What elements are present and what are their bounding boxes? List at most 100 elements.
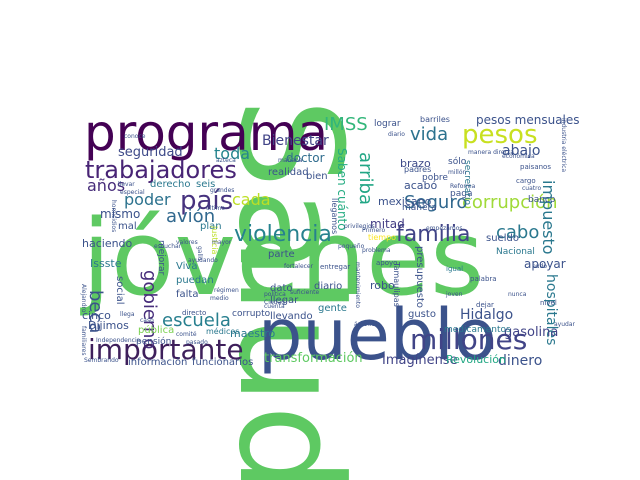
word-familiares: familiares — [80, 326, 87, 356]
word-poder: poder — [124, 190, 171, 209]
word-pesos-mensuales: pesos mensuales — [476, 113, 580, 127]
word-paga: paga — [450, 189, 473, 199]
word-secretario: secretario — [462, 160, 472, 205]
word-empezamos: empezamos — [426, 225, 463, 232]
word-dato: dato — [270, 283, 293, 294]
word-solo: sólo — [448, 157, 467, 167]
word-sueldo: sueldo — [486, 233, 519, 244]
word-valores: valores — [176, 239, 198, 246]
word-imss: IMSS — [324, 114, 368, 135]
word-directo: directo — [182, 309, 207, 317]
word-escuela: escuela — [162, 310, 231, 331]
word-especial: especial — [120, 189, 145, 196]
word-jovenes: jóvenes — [82, 197, 485, 319]
word-medio: medio — [210, 295, 229, 302]
word-millon: millón — [448, 169, 467, 176]
word-abajo: abajo — [502, 143, 541, 159]
word-saben-cuanto: Saben cuánto — [335, 148, 349, 231]
word-gente: gente — [318, 303, 347, 314]
word-viva: Viva — [176, 261, 198, 272]
word-mismo: mismo — [100, 207, 141, 221]
word-industria-electrica: industria eléctrica — [560, 118, 567, 173]
word-nacional: Nacional — [496, 247, 535, 257]
word-corrupcion: corrupción — [462, 192, 558, 213]
word-ultimo: último — [206, 205, 226, 212]
word-pais: país — [180, 186, 234, 216]
word-sembrando: Sembrando — [84, 357, 119, 364]
word-alejandro: Alejandro — [80, 284, 87, 313]
word-salud: Salud — [207, 98, 372, 480]
word-beca: beca — [85, 290, 106, 334]
word-ayudando: ayudando — [188, 257, 218, 264]
word-seis: seis — [196, 179, 216, 190]
word-seguridad: seguridad — [118, 145, 183, 160]
word-cuenta: cuenta — [264, 303, 285, 310]
word-privilegios: privilegios — [344, 223, 375, 230]
word-ayudar: ayudar — [554, 321, 575, 328]
word-bienestar: Bienestar — [262, 133, 329, 149]
word-suficiente: suficiente — [290, 289, 320, 296]
word-economica: económica — [502, 153, 535, 160]
word-brazo: brazo — [400, 157, 431, 170]
word-arriba: arriba — [355, 152, 376, 205]
word-llegamos: llegamos — [330, 198, 339, 235]
word-tiempo: tiempo — [368, 233, 397, 242]
word-cabo: cabo — [496, 222, 540, 243]
word-cinco: cinco — [82, 309, 111, 322]
word-apoyar: apoyar — [524, 257, 566, 271]
word-doctor: doctor — [286, 151, 325, 165]
word-dinero: dinero — [498, 353, 543, 369]
word-puedan: puedan — [176, 275, 214, 286]
word-comite: comité — [176, 331, 197, 338]
word-corrupto: corrupto — [232, 309, 271, 319]
word-igual: igual — [446, 265, 464, 273]
word-realidad: realidad — [268, 167, 309, 178]
word-importante: importante — [88, 333, 244, 366]
word-gusto: gusto — [408, 309, 436, 320]
word-nunca: nunca — [508, 291, 527, 298]
word-pobre: pobre — [422, 173, 448, 183]
word-transformacion: transformación — [264, 351, 363, 366]
word-publica: pública — [138, 325, 175, 336]
word-padres: padres — [404, 165, 432, 174]
word-conoce: conoce — [124, 133, 146, 140]
word-bien: bien — [306, 171, 328, 182]
word-toda: toda — [214, 144, 251, 163]
word-entregar: entregar — [320, 263, 351, 271]
word-joven: joven — [446, 291, 463, 298]
word-justicia: justicia — [210, 226, 219, 255]
word-robo: robo — [370, 279, 395, 292]
word-mitad: mitad — [370, 217, 405, 231]
word-gobierno: gobierno — [139, 270, 160, 350]
word-gallo: gallo — [196, 246, 203, 261]
word-parte: parte — [268, 249, 295, 260]
word-cargo: cargo — [516, 177, 536, 185]
word-azteca: azteca — [216, 157, 236, 164]
word-ciudad: Ciudad — [264, 299, 285, 306]
word-mexicano: mexicano — [378, 195, 432, 208]
word-manana: mañana — [278, 157, 303, 164]
word-hidalgo: Hidalgo — [460, 307, 514, 323]
word-social: social — [114, 276, 125, 305]
word-cuatro: cuatro — [522, 185, 542, 192]
word-pension: pensión — [136, 337, 172, 347]
word-presupuesto: presupuesto — [414, 246, 425, 309]
word-diario: diario — [314, 281, 343, 292]
word-violencia: violencia — [234, 222, 332, 247]
word-pesos: pesos — [462, 120, 538, 150]
word-mejorar: mejorar — [156, 240, 166, 276]
word-lograr: lograr — [374, 119, 401, 129]
word-gasolina: gasolina — [504, 325, 559, 340]
word-nivel: nivel — [540, 299, 557, 307]
word-programa: programa — [84, 104, 329, 162]
word-mayor: mayor — [212, 239, 232, 246]
word-pasado: pasado — [186, 339, 208, 346]
word-medicos: médicos — [206, 327, 240, 336]
word-impuesto: impuesto — [539, 180, 558, 255]
word-trabajadores: trabajadores — [85, 156, 237, 184]
word-imaginense: Imagínense — [382, 353, 458, 368]
word-mal: mal — [118, 221, 137, 232]
word-maestro: maestro — [230, 327, 276, 340]
word-llevar: llevar — [118, 181, 135, 188]
word-caso: caso — [140, 317, 154, 324]
